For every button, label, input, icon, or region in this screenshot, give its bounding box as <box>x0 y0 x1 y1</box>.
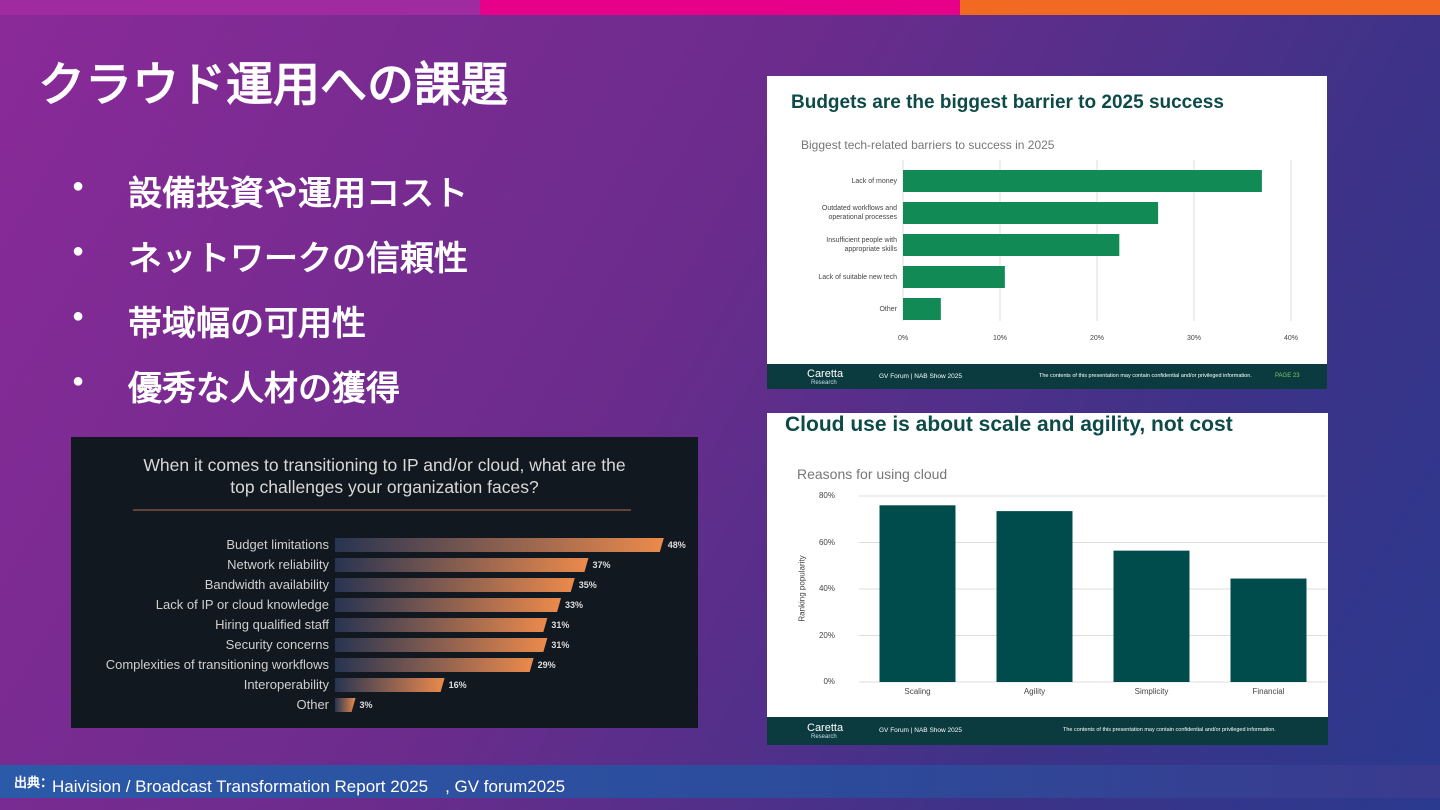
chart-panel: Budgets are the biggest barrier to 2025 … <box>767 76 1327 389</box>
bar <box>335 578 575 592</box>
chart-subtitle: Reasons for using cloud <box>797 466 948 482</box>
value-label: 31% <box>551 620 570 630</box>
bullet: 帯域幅の可用性 <box>72 296 366 345</box>
stripe <box>480 0 960 15</box>
value-label: 29% <box>537 660 556 670</box>
category-label: Network reliability <box>227 557 329 572</box>
x-tick-label: 40% <box>1283 335 1298 342</box>
bullet: ネットワークの信頼性 <box>72 231 468 280</box>
category-label: Scaling <box>904 687 931 696</box>
chart-subtitle: Biggest tech-related barriers to success… <box>801 138 1055 152</box>
chart-title: Cloud use is about scale and agility, no… <box>785 413 1233 436</box>
x-tick-label: 0% <box>897 335 909 342</box>
bar <box>335 538 664 552</box>
source-text: Haivision / Broadcast Transformation Rep… <box>52 777 566 796</box>
y-tick-label: 80% <box>818 491 835 500</box>
category-label: Other <box>296 697 329 712</box>
disclaimer: The contents of this presentation may co… <box>1039 372 1252 379</box>
y-axis-label: Ranking popularity <box>797 555 807 622</box>
category-label: Hiring qualified staff <box>215 617 329 632</box>
bar <box>335 698 356 712</box>
brand-sub: Research <box>811 734 837 740</box>
bar <box>903 234 1120 256</box>
category-label: Agility <box>1023 687 1046 696</box>
brand-sub: Research <box>811 379 837 386</box>
stripe <box>960 0 1440 15</box>
bar <box>1113 550 1190 682</box>
category-label: Interoperability <box>243 677 329 692</box>
x-tick-label: 20% <box>1089 335 1104 342</box>
plot <box>902 160 1292 321</box>
bar <box>903 202 1159 224</box>
category-label: Complexities of transitioning workflows <box>105 657 329 672</box>
x-tick-label: 10% <box>992 335 1007 342</box>
footer <box>767 717 1328 745</box>
source-bar <box>0 765 1440 798</box>
value-label: 16% <box>448 680 467 690</box>
bar <box>879 505 956 682</box>
slide-title: クラウド運用への課題 <box>38 58 508 111</box>
category-label: Insufficient people with appropriate ski… <box>826 237 897 253</box>
category-label: Lack of money <box>851 178 897 185</box>
y-tick-label: 60% <box>818 537 835 547</box>
y-tick-label: 0% <box>823 677 835 686</box>
value-label: 37% <box>592 560 611 570</box>
bar <box>903 266 1005 288</box>
bar <box>335 598 562 612</box>
value-label: 3% <box>359 700 373 710</box>
bar <box>1230 578 1307 682</box>
value-label: 33% <box>565 600 584 610</box>
chart-title: Budgets are the biggest barrier to 2025 … <box>791 92 1224 113</box>
bar <box>335 678 445 692</box>
bar <box>335 558 589 572</box>
category-label: Security concerns <box>225 637 329 652</box>
value-label: 35% <box>578 580 597 590</box>
category-label: Outdated workflows and operational proce… <box>821 205 897 221</box>
value-label: 48% <box>667 540 686 550</box>
plot <box>859 495 1327 683</box>
source-label: 出典： <box>14 775 54 790</box>
footer-event: GV Forum | NAB Show 2025 <box>879 727 962 734</box>
disclaimer: The contents of this presentation may co… <box>1063 727 1276 733</box>
bar <box>335 638 548 652</box>
x-tick-label: 30% <box>1186 335 1201 342</box>
bar <box>996 511 1073 682</box>
category-label: Financial <box>1252 687 1285 696</box>
footer <box>767 364 1327 389</box>
plot <box>133 509 664 712</box>
y-tick-label: 20% <box>818 630 835 640</box>
category-label: Lack of IP or cloud knowledge <box>155 597 329 612</box>
category-label: Lack of suitable new tech <box>818 274 897 281</box>
brand: Caretta <box>807 367 844 380</box>
category-label: Budget limitations <box>226 537 329 552</box>
stripe <box>0 0 480 15</box>
bar <box>903 298 941 320</box>
y-tick-label: 40% <box>818 584 835 593</box>
bar <box>903 170 1262 192</box>
page-number: PAGE 23 <box>1275 372 1300 379</box>
chart-title: When it comes to transitioning to IP and… <box>143 455 626 497</box>
bullet: 設備投資や運用コスト <box>72 166 468 215</box>
category-label: Simplicity <box>1134 687 1169 696</box>
bar <box>335 658 534 672</box>
chart-panel: Cloud use is about scale and agility, no… <box>767 413 1328 745</box>
category-label: Other <box>879 306 897 313</box>
category-label: Bandwidth availability <box>204 577 329 592</box>
value-label: 31% <box>551 640 570 650</box>
bullet: 優秀な人材の獲得 <box>72 361 400 410</box>
footer-event: GV Forum | NAB Show 2025 <box>879 372 962 380</box>
brand: Caretta <box>807 722 844 734</box>
bar <box>335 618 548 632</box>
chart-panel: When it comes to transitioning to IP and… <box>71 437 698 728</box>
